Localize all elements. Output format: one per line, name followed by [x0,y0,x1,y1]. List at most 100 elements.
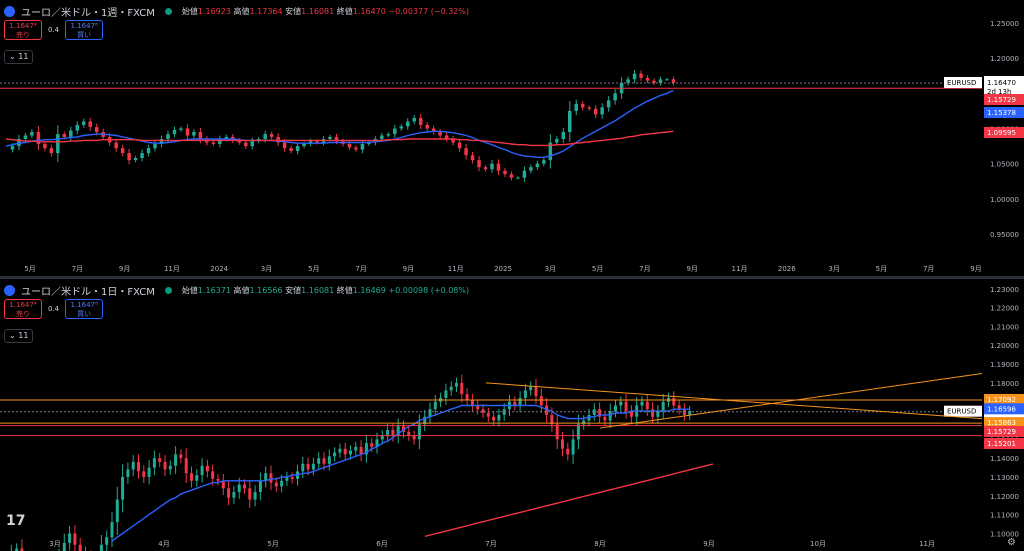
daily-chart-canvas[interactable]: 1.23000 1.22000 1.21000 1.20000 1.19000 1.180… [0,279,1024,551]
candle-body [127,153,131,161]
buy-price: 1.1647⁸ [70,22,98,30]
buy-button[interactable]: 1.1647⁸ 買い [65,299,104,319]
candle-body [561,132,566,140]
candle-body [412,117,416,122]
candle-body [561,439,564,449]
price-tag [984,426,1024,437]
candle-body [645,77,650,81]
candle-body [444,390,448,398]
sell-button[interactable]: 1.1647⁴ 売り [4,299,42,319]
candle-body [36,132,41,144]
candle-body [205,465,209,472]
tradingview-logo[interactable]: 17 [6,513,26,529]
market-open-icon [164,8,172,15]
candle-body [444,135,449,140]
weekly-chart-pane[interactable]: 1.250001.200001.150001.100001.050001.000… [0,0,1024,276]
candle-body [244,142,248,147]
candle-body [327,456,331,464]
candle-body [406,121,410,127]
last-price-text: 1.16470 [987,79,1016,87]
candle-body [518,397,522,406]
sell-price: 1.1647⁴ [9,301,37,309]
x-tick-label: 9月 [119,265,130,273]
sell-price: 1.1647⁴ [9,22,37,30]
symbol-tag [944,76,982,88]
candle-body [486,413,490,417]
last-price-tag [984,75,1024,98]
candle-body [438,132,442,136]
spread-value: 0.4 [48,26,60,34]
candle-body [69,130,73,137]
candle-body [142,471,146,477]
candle-body [548,142,553,161]
countdown-text: 2d 13h [987,88,1011,96]
price-tag-text: 1.15863 [987,419,1016,427]
candle-body [250,141,254,147]
candle-body [593,108,598,115]
candle-body [433,401,437,410]
candle-body [334,136,339,142]
candle-body [237,140,242,143]
sell-button[interactable]: 1.1647⁴ 売り [4,20,42,40]
weekly-chart-canvas[interactable]: 1.250001.200001.150001.100001.050001.000… [0,0,1024,276]
symbol-tag [944,405,982,417]
candle-body [263,134,267,140]
spread-value: 0.4 [48,305,60,313]
candle-body [264,473,268,481]
candle-body [645,401,649,410]
sell-label: 売り [16,31,30,39]
candle-body [211,471,215,479]
price-tag [984,403,1024,415]
pane-divider[interactable] [0,276,1024,279]
candle-body [574,103,578,111]
candle-body [380,435,384,440]
x-tick-label: 10月 [810,540,826,548]
x-tick-label: 5月 [876,265,887,273]
buy-button[interactable]: 1.1647⁸ 買い [65,20,104,40]
candle-body [227,488,231,498]
candle-body [539,396,543,406]
y-tick-label: 1.11000 [990,512,1019,520]
candle-body [626,79,630,83]
candle-body [282,142,287,149]
candle-body [465,394,469,400]
candle-body [269,134,274,137]
candle-body [523,390,527,398]
weekly-legend: ユーロ／米ドル・1週・FXCM 始値1.16923 高値1.17364 安値1.… [4,4,469,19]
candle-body [232,492,236,498]
candle-body [290,477,294,479]
weekly-title[interactable]: ユーロ／米ドル・1週・FXCM [21,8,155,19]
daily-chart-pane[interactable]: 1.23000 1.22000 1.21000 1.20000 1.19000 1.180… [0,279,1024,551]
candle-body [509,174,514,178]
candle-body [23,135,28,140]
candle-body [185,128,190,136]
candle-body [386,429,390,436]
candle-body [269,473,273,483]
x-tick-label: 3月 [49,540,60,548]
indicators-toggle[interactable]: ⌄ 11 [4,50,34,64]
candle-body [166,134,170,140]
y-tick-label: 1.00000 [990,196,1019,204]
ma-line-0 [111,404,690,542]
candle-body [311,463,315,470]
candle-body [652,80,656,83]
candle-body [152,458,156,468]
candle-body [542,160,546,164]
symbol-tag-text: EURUSD [947,79,976,87]
x-tick-label: 3月 [828,265,839,273]
price-tag-text: 1.15201 [987,440,1016,448]
price-tag [984,94,1024,105]
candle-body [56,134,60,154]
daily-title[interactable]: ユーロ／米ドル・1日・FXCM [21,287,155,298]
high-value: 1.16566 [249,286,283,295]
x-tick-label: 4月 [158,540,169,548]
candle-body [99,544,103,551]
candle-body [481,409,485,413]
y-tick-label: 1.25000 [990,20,1019,28]
indicators-toggle[interactable]: ⌄ 11 [4,329,34,343]
y-tick-label: 1.21000 [990,323,1019,331]
y-tick-label: 0.95000 [990,231,1019,239]
candle-body [302,143,306,147]
ascending-trendline [599,372,983,429]
gear-icon[interactable]: ⚙ [1007,537,1016,548]
